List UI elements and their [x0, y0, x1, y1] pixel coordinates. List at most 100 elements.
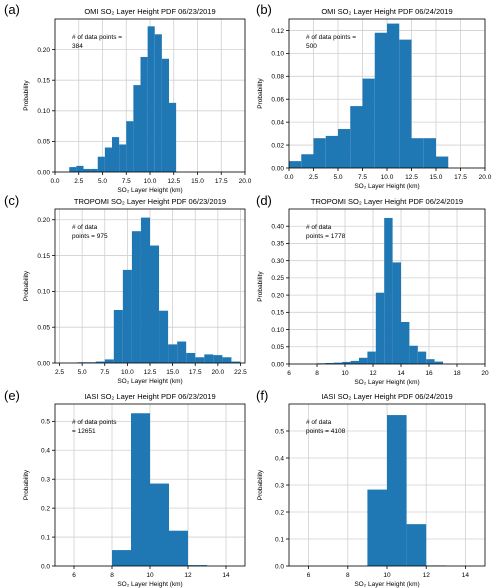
x-tick-label: 10: [383, 572, 391, 579]
y-axis-label: Probability: [23, 80, 30, 111]
panel-3: (c) 2.5 5.0 7.5 10.0 12.5 15.0 17.5 20.0 22.5 0.00…: [4, 193, 247, 385]
x-axis-label: SO₂ Layer Height (km): [354, 183, 419, 190]
histogram-bar: [83, 168, 91, 172]
histogram-bar: [133, 85, 141, 172]
histogram-bar: [140, 217, 150, 363]
x-axis-label: SO₂ Layer Height (km): [354, 379, 419, 386]
x-tick-label: 6: [307, 572, 311, 579]
y-tick-label: 0.1: [275, 536, 284, 543]
y-tick-label: 0.2: [41, 505, 50, 512]
y-tick-label: 0.10: [37, 289, 50, 296]
x-tick-label: 20: [481, 370, 489, 377]
panel-6: (f) 6 8 10 12 14 0.0 0.1 0.2 0.3 0.4 0.5 IASI SO₂ La…: [256, 388, 486, 588]
histogram-bar: [150, 245, 160, 363]
histogram-bar: [150, 483, 169, 566]
histogram-bar: [95, 361, 105, 363]
histogram-bar: [325, 362, 334, 364]
histogram-bar: [104, 359, 114, 363]
histogram-bar: [426, 359, 435, 364]
y-tick-label: 0.05: [271, 344, 284, 351]
x-tick-label: 6: [72, 572, 76, 579]
y-tick-label: 0.2: [275, 509, 284, 516]
histogram-bar: [342, 361, 351, 364]
x-axis-label: SO₂ Layer Height (km): [117, 581, 182, 588]
y-tick-label: 0.0: [41, 563, 50, 570]
histogram-bar: [401, 321, 410, 364]
data-count-annotation: # of data points: [72, 419, 117, 426]
histogram-bar: [188, 565, 207, 566]
x-tick-label: 0.0: [50, 178, 59, 185]
panel-label: (d): [256, 193, 272, 208]
panel-label: (a): [4, 2, 20, 17]
chart-title: IASI SO₂ Layer Height PDF 06/23/2019: [84, 392, 215, 401]
y-tick-label: 0.40: [271, 224, 284, 231]
x-tick-label: 2.5: [309, 174, 318, 181]
y-axis-label: Probability: [257, 469, 264, 500]
x-tick-label: 6: [287, 370, 291, 377]
x-tick-label: 14: [397, 370, 405, 377]
histogram-bar: [168, 344, 178, 363]
x-tick-label: 17.5: [215, 178, 228, 185]
y-axis-label: Probability: [257, 271, 264, 302]
plot-frame: [288, 208, 486, 365]
y-tick-label: 0.10: [37, 108, 50, 115]
histogram-bar: [159, 310, 169, 363]
histogram-bar: [90, 168, 98, 172]
x-tick-label: 2.5: [55, 369, 64, 376]
histogram-bar: [325, 135, 338, 168]
histogram-bar: [367, 351, 376, 364]
histogram-bar: [333, 362, 343, 364]
histogram-bar: [387, 23, 400, 169]
x-tick-label: 14: [462, 572, 470, 579]
x-tick-label: 12.5: [144, 369, 157, 376]
panel-1: (a) 0.0 2.5 5.0 7.5 10.0 12.5 15.0 17.5 20.0 0.00 0…: [4, 2, 252, 194]
data-count-annotation: points = 1778: [306, 233, 346, 240]
x-tick-label: 10: [341, 370, 349, 377]
panel-label: (b): [256, 2, 272, 17]
x-axis-label: SO₂ Layer Height (km): [117, 378, 182, 385]
y-tick-label: 0.15: [37, 253, 50, 260]
y-tick-label: 0.20: [37, 47, 50, 54]
y-tick-label: 0.05: [37, 324, 50, 331]
x-axis-label: SO₂ Layer Height (km): [117, 187, 182, 194]
histogram-bar: [350, 360, 359, 364]
y-tick-label: 0.05: [37, 139, 50, 146]
x-tick-label: 5.0: [98, 178, 107, 185]
y-tick-label: 0.15: [37, 78, 50, 85]
panel-label: (f): [256, 388, 268, 403]
y-tick-label: 0.20: [37, 217, 50, 224]
histogram-bar: [76, 165, 84, 172]
y-axis-label: Probability: [23, 469, 30, 500]
histogram-bar: [411, 138, 424, 168]
x-tick-label: 7.5: [100, 369, 109, 376]
y-axis-label: Probability: [23, 270, 30, 301]
histogram-bar: [122, 269, 132, 363]
histogram-bar: [399, 39, 412, 168]
x-tick-label: 8: [346, 572, 350, 579]
y-tick-label: 0.08: [271, 74, 284, 81]
histogram-bar: [112, 137, 120, 172]
chart-title: IASI SO₂ Layer Height PDF 06/24/2019: [321, 392, 452, 401]
data-count-annotation: # of data points =: [72, 34, 122, 41]
histogram-bar: [154, 34, 162, 172]
y-tick-label: 0.1: [41, 534, 50, 541]
x-tick-label: 17.5: [454, 174, 467, 181]
x-tick-label: 10: [146, 572, 154, 579]
histogram-bar: [131, 231, 141, 363]
y-tick-label: 0.4: [275, 455, 284, 462]
x-tick-label: 0.0: [284, 174, 293, 181]
x-tick-label: 10.0: [121, 369, 134, 376]
histogram-bar: [177, 341, 187, 363]
histogram-bar: [313, 138, 326, 168]
y-tick-label: 0.25: [271, 275, 284, 282]
x-tick-label: 5.0: [78, 369, 87, 376]
histogram-bar: [104, 147, 112, 172]
y-tick-label: 0.15: [271, 310, 284, 317]
x-tick-label: 15.0: [191, 178, 204, 185]
data-count-annotation: # of data: [306, 224, 332, 231]
x-tick-label: 20.0: [479, 174, 492, 181]
y-tick-label: 0.00: [37, 169, 50, 176]
chart-title: TROPOMI SO₂ Layer Height PDF 06/24/2019: [311, 197, 463, 206]
x-tick-label: 20.0: [239, 178, 252, 185]
histogram-bar: [289, 161, 302, 168]
